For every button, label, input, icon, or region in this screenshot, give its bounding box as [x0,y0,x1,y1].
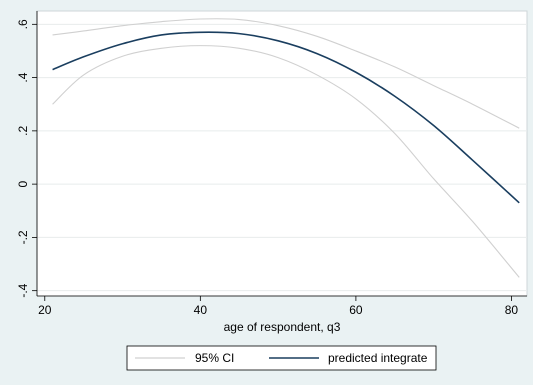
legend-label-fit: predicted integrate [328,351,428,365]
series-line-predicted [52,31,520,204]
y-tick-label: .6 [16,19,30,29]
x-tick-label: 40 [194,303,208,317]
y-tick-label: .4 [16,72,30,82]
y-tick-label: -.4 [16,283,30,297]
x-axis: 20 40 60 80 [37,295,527,317]
legend: 95% CI predicted integrate [126,345,437,371]
series-group [52,18,520,278]
y-axis: -.4 -.2 0 .2 .4 .6 [16,11,38,298]
x-tick-label: 80 [505,303,519,317]
x-tick-label: 60 [349,303,363,317]
x-axis-title: age of respondent, q3 [224,320,341,334]
y-tick-label: .2 [16,126,30,136]
x-tick-label: 20 [38,303,52,317]
series-line-ci-lower [52,45,520,278]
plot-area [36,10,528,297]
grid-lines [37,23,527,292]
legend-label-ci: 95% CI [195,351,234,365]
y-tick-label: 0 [16,180,30,187]
series-line-ci-upper [52,18,520,129]
y-tick-label: -.2 [16,230,30,244]
